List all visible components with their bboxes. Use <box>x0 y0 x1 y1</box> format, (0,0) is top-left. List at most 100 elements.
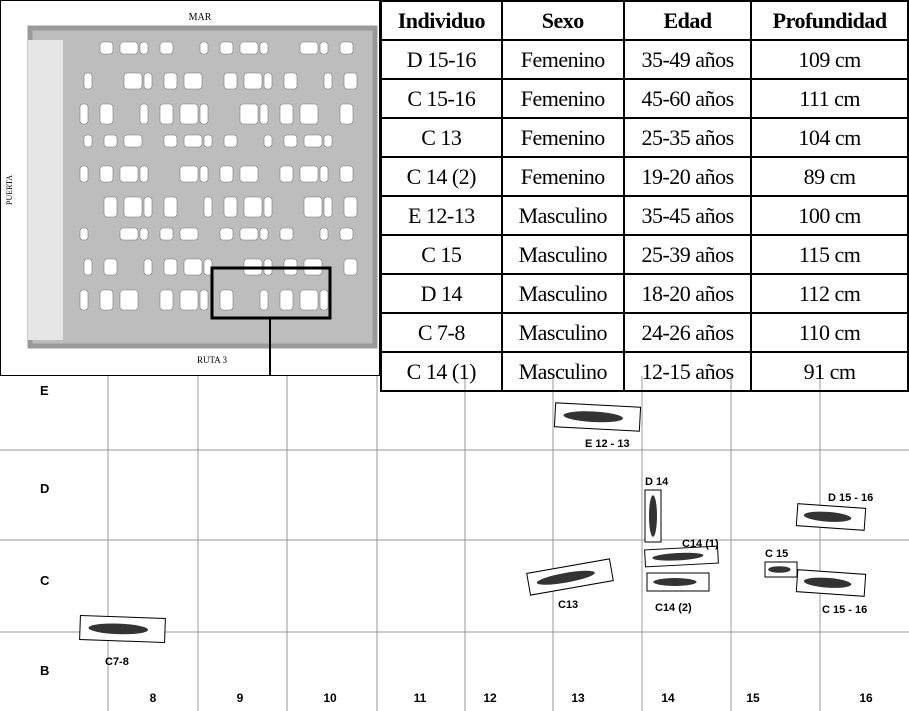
table-cell: Masculino <box>500 273 625 314</box>
map-grave <box>259 41 269 55</box>
map-grave <box>303 196 323 218</box>
map-grave <box>263 134 273 148</box>
map-grave <box>159 41 174 55</box>
burial-label: C14 (2) <box>655 602 692 614</box>
map-grave <box>203 196 213 218</box>
table-cell: 115 cm <box>750 234 909 275</box>
table-cell: C 15 <box>380 234 503 275</box>
map-grave <box>239 103 259 125</box>
map-grave <box>179 227 199 241</box>
map-grave <box>279 227 294 241</box>
map-label: PUERTA <box>5 175 14 205</box>
burial-label: C 15 - 16 <box>822 604 867 616</box>
map-grave <box>103 258 118 276</box>
table-cell: 91 cm <box>750 351 909 392</box>
map-grave <box>219 41 234 55</box>
map-grave <box>219 165 234 183</box>
map-grave <box>139 165 149 183</box>
map-grave <box>159 103 174 125</box>
map-grave <box>99 165 114 183</box>
map-grave <box>163 258 178 276</box>
map-grave <box>79 289 89 311</box>
table-row: C 13 Femenino 25-35 años 104 cm <box>380 117 909 158</box>
burials: E 12 - 13 D 14 D 15 - 16 C14 (1) C 15 C13 C14 … <box>79 402 873 668</box>
table-row: C 15-16 Femenino 45-60 años 111 cm <box>380 78 909 119</box>
map-grave <box>299 165 319 183</box>
map-grave <box>123 134 143 148</box>
map-grave <box>103 196 118 218</box>
map-grave <box>163 134 178 148</box>
table-row: C 7-8 Masculino 24-26 años 110 cm <box>380 312 909 353</box>
map-grave <box>159 289 174 311</box>
map-grave <box>223 72 238 90</box>
table-cell: 111 cm <box>750 78 909 119</box>
table-cell: 45-60 años <box>622 78 753 119</box>
table-cell: 12-15 años <box>622 351 753 392</box>
table-cell: 24-26 años <box>622 312 753 353</box>
skeleton <box>768 566 791 573</box>
table-cell: Masculino <box>500 234 625 275</box>
map-grave <box>99 103 114 125</box>
map-grave <box>79 103 89 125</box>
map-grave <box>159 227 174 241</box>
table-cell: Masculino <box>500 195 625 236</box>
map-grave <box>339 103 354 125</box>
map-grave <box>143 258 153 276</box>
map-grave <box>283 72 298 90</box>
table-cell: Femenino <box>500 117 625 158</box>
map-grave <box>283 134 298 148</box>
column-label: 8 <box>150 691 157 705</box>
table-cell: C 7-8 <box>380 312 503 353</box>
column-label: 14 <box>661 691 675 705</box>
burial-label: C14 (1) <box>682 538 719 550</box>
burial-label: C 15 <box>765 548 788 560</box>
column-label: 13 <box>571 691 585 705</box>
map-grave <box>263 196 273 218</box>
map-grave <box>319 165 329 183</box>
burial-label: D 15 - 16 <box>828 492 873 504</box>
burial-table: Individuo Sexo Edad Profundidad D 15-16 Femen… <box>380 0 909 392</box>
map-grave <box>319 289 329 311</box>
map-grave <box>199 289 209 311</box>
map-graves <box>79 41 358 311</box>
table-cell: Femenino <box>500 156 625 197</box>
map-grave <box>343 72 358 90</box>
skeleton <box>88 623 148 635</box>
header-cell: Profundidad <box>750 0 909 41</box>
map-grave <box>299 41 319 55</box>
skeleton <box>653 578 697 586</box>
map-grave <box>263 72 273 90</box>
header-row: Individuo Sexo Edad Profundidad <box>380 0 909 41</box>
table-cell: C 13 <box>380 117 503 158</box>
map-grave <box>199 41 209 55</box>
table-row: E 12-13 Masculino 35-45 años 100 cm <box>380 195 909 236</box>
map-grave <box>199 165 209 183</box>
map-grave <box>279 165 294 183</box>
table-cell: D 15-16 <box>380 39 503 80</box>
map-grave <box>119 227 139 241</box>
map-grave <box>139 227 149 241</box>
map-grave <box>239 165 259 183</box>
table-cell: Femenino <box>500 39 625 80</box>
map-grave <box>119 289 139 311</box>
burial-label: E 12 - 13 <box>585 438 630 450</box>
map-grave <box>259 289 269 311</box>
map-grave <box>219 227 234 241</box>
table-cell: 89 cm <box>750 156 909 197</box>
map-grave <box>299 289 319 311</box>
map-grave <box>223 134 238 148</box>
table-cell: 110 cm <box>750 312 909 353</box>
table-cell: Masculino <box>500 312 625 353</box>
table-cell: 25-35 años <box>622 117 753 158</box>
map-grave <box>179 165 199 183</box>
skeleton <box>563 411 623 423</box>
table-row: D 15-16 Femenino 35-49 años 109 cm <box>380 39 909 80</box>
map-grave <box>299 103 319 125</box>
map-grave <box>219 289 234 311</box>
map-grave <box>163 196 178 218</box>
map-grave <box>143 196 153 218</box>
map-grave <box>343 196 358 218</box>
skeleton <box>649 495 657 537</box>
table-cell: Femenino <box>500 78 625 119</box>
